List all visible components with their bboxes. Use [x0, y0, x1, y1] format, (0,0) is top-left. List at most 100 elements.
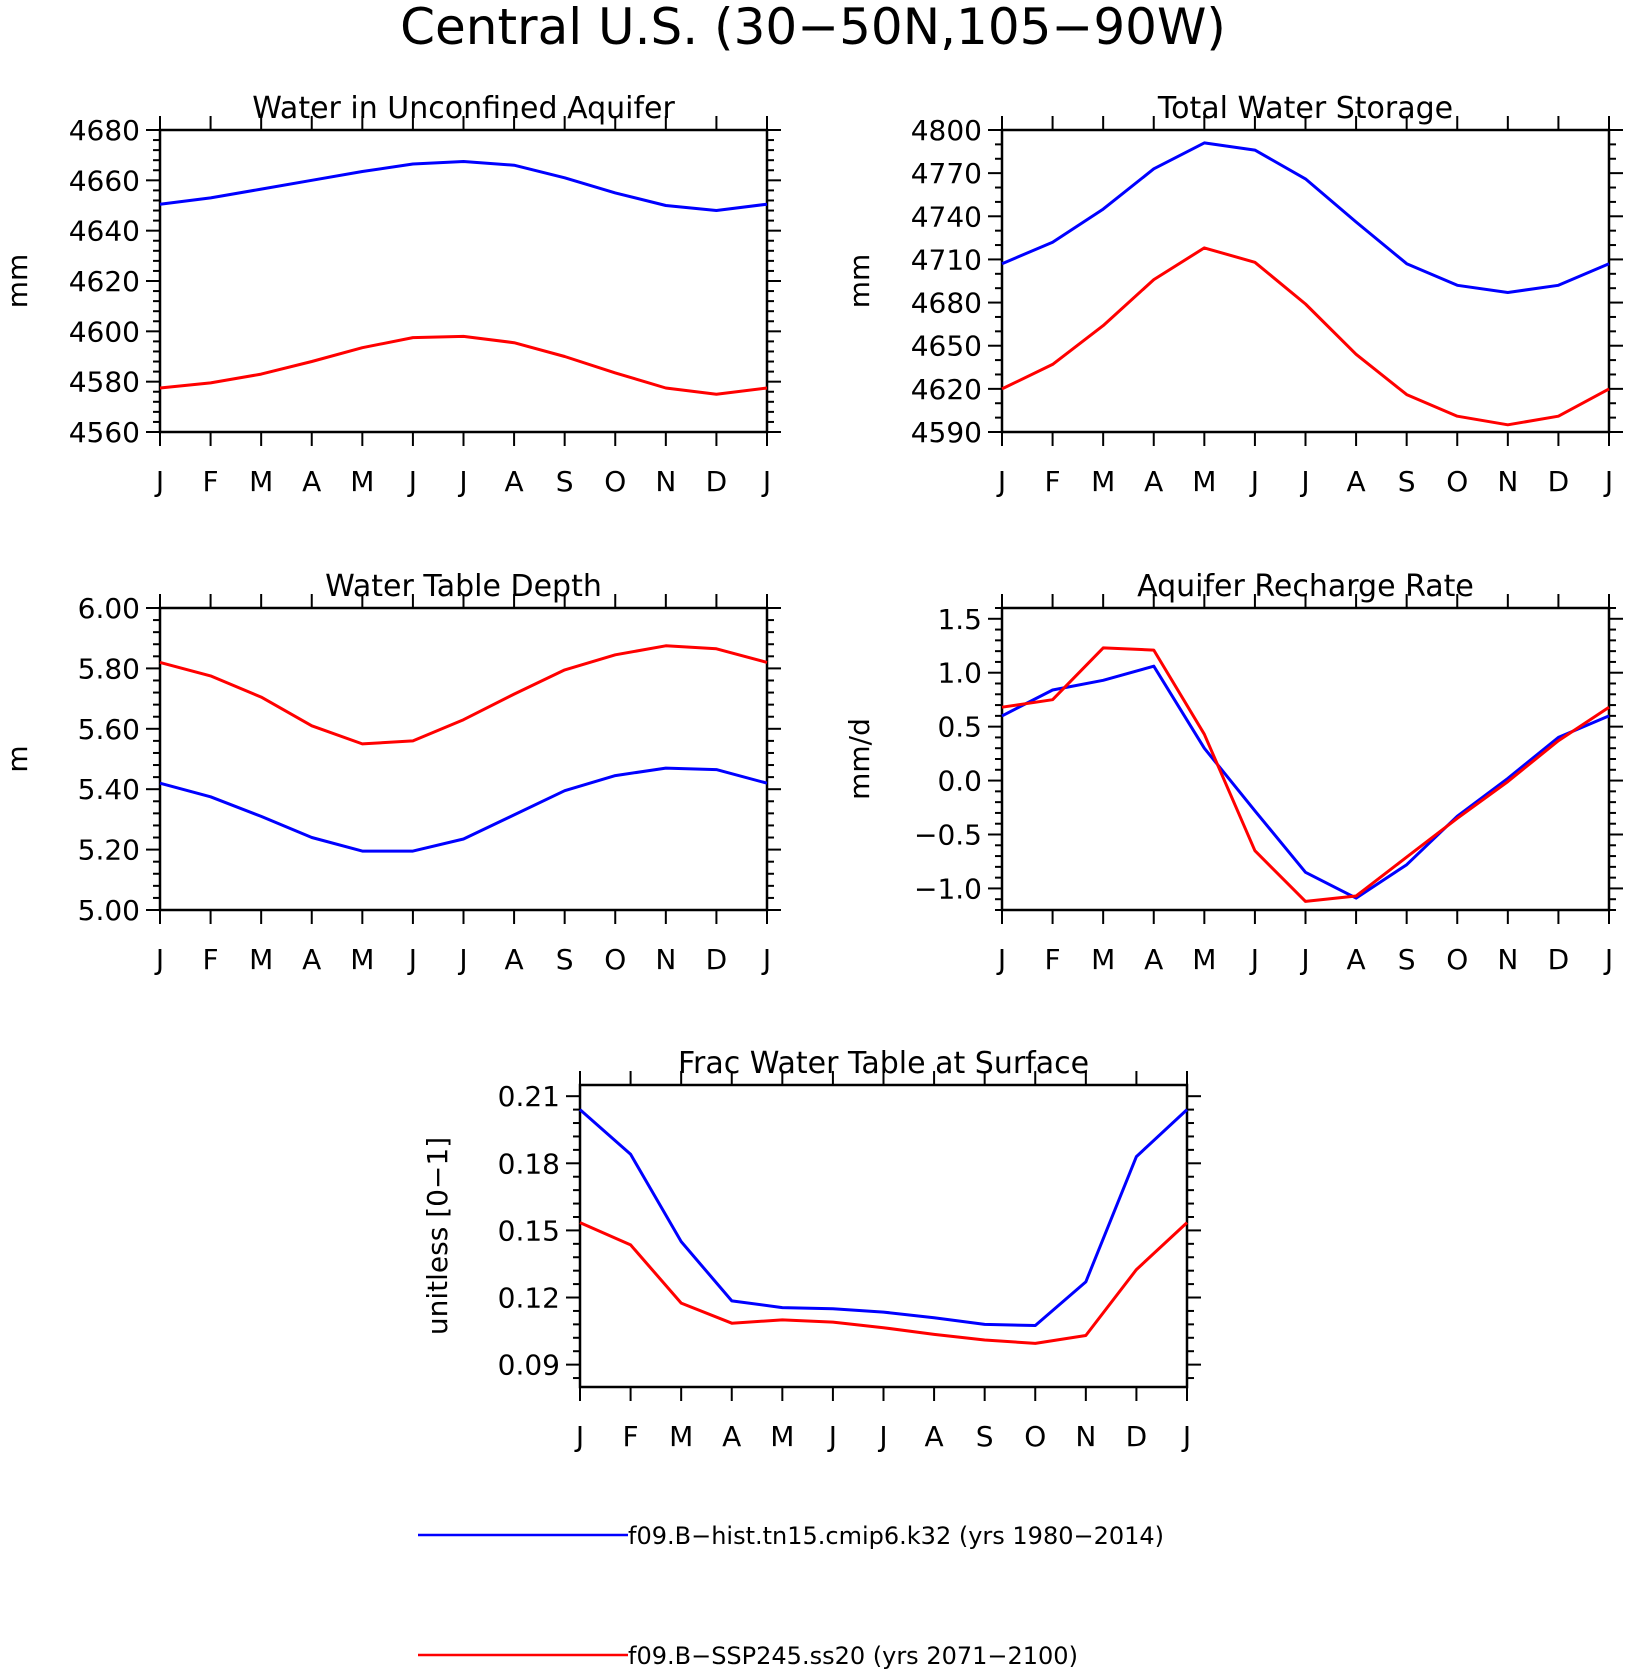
plot-frame — [1000, 606, 1611, 912]
x-tick-label: J — [1181, 1420, 1191, 1453]
x-tick-label: J — [407, 465, 417, 498]
y-axis-label: m — [1, 745, 34, 772]
y-tick-label: 6.00 — [78, 592, 140, 625]
chart-panel-4: Aquifer Recharge Rate−1.0−0.50.00.51.01.… — [843, 569, 1623, 976]
y-tick-label: 4740 — [911, 200, 982, 233]
figure-title: Central U.S. (30−50N,105−90W) — [400, 0, 1226, 56]
x-tick-label: A — [1144, 465, 1163, 498]
x-tick-label: S — [556, 465, 574, 498]
series-line-ssp — [579, 1221, 1189, 1345]
x-tick-label: F — [203, 465, 219, 498]
y-tick-label: 1.0 — [937, 657, 982, 690]
x-tick-label: F — [1045, 943, 1061, 976]
y-tick-label: −1.0 — [914, 872, 982, 905]
plot-frame — [158, 606, 769, 912]
x-tick-label: J — [827, 1420, 837, 1453]
legend: f09.B−hist.tn15.cmip6.k32 (yrs 1980−2014… — [418, 1522, 1164, 1670]
x-tick-label: J — [1603, 465, 1613, 498]
x-tick-label: J — [996, 943, 1006, 976]
y-tick-label: 4680 — [911, 287, 982, 320]
x-tick-label: J — [1249, 943, 1259, 976]
y-tick-label: −0.5 — [914, 819, 982, 852]
x-tick-label: M — [1091, 465, 1115, 498]
y-tick-label: 0.21 — [498, 1080, 560, 1113]
x-tick-label: J — [761, 943, 771, 976]
x-tick-label: F — [623, 1420, 639, 1453]
x-tick-label: O — [604, 465, 626, 498]
y-axis-label: mm — [843, 254, 876, 309]
x-tick-label: J — [457, 943, 467, 976]
x-tick-label: F — [1045, 465, 1061, 498]
x-tick-label: M — [1192, 943, 1216, 976]
x-tick-label: A — [302, 465, 321, 498]
x-tick-label: N — [655, 943, 676, 976]
legend-label-hist: f09.B−hist.tn15.cmip6.k32 (yrs 1980−2014… — [628, 1522, 1164, 1550]
x-tick-label: J — [761, 465, 771, 498]
plot-frame — [158, 128, 769, 434]
legend-label-ssp: f09.B−SSP245.ss20 (yrs 2071−2100) — [628, 1642, 1078, 1670]
x-tick-label: M — [1192, 465, 1216, 498]
series-line-hist — [1001, 141, 1610, 294]
x-tick-label: J — [1249, 465, 1259, 498]
x-tick-label: M — [1091, 943, 1115, 976]
x-tick-label: N — [655, 465, 676, 498]
x-tick-label: A — [302, 943, 321, 976]
y-tick-label: 4560 — [69, 416, 140, 449]
x-tick-label: D — [706, 465, 728, 498]
x-tick-label: J — [877, 1420, 887, 1453]
y-tick-label: 1.5 — [937, 603, 982, 636]
x-tick-label: A — [722, 1420, 741, 1453]
plot-frame — [1000, 128, 1611, 434]
x-tick-label: J — [574, 1420, 584, 1453]
x-tick-label: J — [407, 943, 417, 976]
series-line-hist — [159, 160, 768, 212]
x-tick-label: D — [1548, 465, 1570, 498]
x-tick-label: M — [350, 465, 374, 498]
x-tick-label: D — [1548, 943, 1570, 976]
x-tick-label: A — [1347, 465, 1366, 498]
y-tick-label: 0.15 — [498, 1214, 560, 1247]
y-tick-label: 5.60 — [78, 713, 140, 746]
y-tick-label: 4590 — [911, 416, 982, 449]
series-line-ssp — [1001, 246, 1610, 427]
y-axis-label: mm/d — [843, 718, 876, 800]
plot-frame — [578, 1083, 1189, 1389]
y-tick-label: 4650 — [911, 330, 982, 363]
y-tick-label: 4680 — [69, 114, 140, 147]
x-tick-label: J — [457, 465, 467, 498]
x-tick-label: S — [556, 943, 574, 976]
y-tick-label: 0.0 — [937, 765, 982, 798]
x-tick-label: A — [1144, 943, 1163, 976]
y-tick-label: 4660 — [69, 164, 140, 197]
y-axis-label: unitless [0−1] — [421, 1137, 454, 1335]
x-tick-label: A — [1347, 943, 1366, 976]
series-line-ssp — [1001, 646, 1610, 903]
y-tick-label: 4620 — [69, 265, 140, 298]
x-tick-label: A — [505, 943, 524, 976]
y-tick-label: 5.00 — [78, 894, 140, 927]
x-tick-label: O — [1446, 465, 1468, 498]
x-tick-label: J — [1299, 943, 1309, 976]
y-axis-label: mm — [1, 254, 34, 309]
y-tick-label: 4600 — [69, 315, 140, 348]
y-tick-label: 5.40 — [78, 773, 140, 806]
x-tick-label: S — [1398, 943, 1416, 976]
chart-panel-1: Water in Unconfined Aquifer4560458046004… — [1, 91, 781, 498]
x-tick-label: O — [1024, 1420, 1046, 1453]
x-tick-label: O — [604, 943, 626, 976]
y-tick-label: 5.80 — [78, 652, 140, 685]
y-tick-label: 4800 — [911, 114, 982, 147]
chart-panel-3: Water Table Depth5.005.205.405.605.806.0… — [1, 569, 781, 976]
x-tick-label: O — [1446, 943, 1468, 976]
x-tick-label: M — [669, 1420, 693, 1453]
x-tick-label: S — [1398, 465, 1416, 498]
x-tick-label: M — [350, 943, 374, 976]
series-line-ssp — [159, 644, 768, 746]
x-tick-label: F — [203, 943, 219, 976]
x-tick-label: J — [154, 465, 164, 498]
y-tick-label: 4640 — [69, 215, 140, 248]
series-line-ssp — [159, 334, 768, 396]
y-tick-label: 0.09 — [498, 1349, 560, 1382]
y-tick-label: 4620 — [911, 373, 982, 406]
